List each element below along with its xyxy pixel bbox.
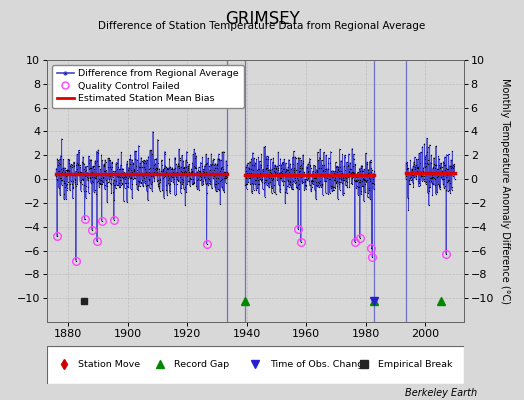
Text: Empirical Break: Empirical Break [378,360,453,369]
Text: Time of Obs. Change: Time of Obs. Change [270,360,369,369]
Text: Berkeley Earth: Berkeley Earth [405,388,477,398]
Text: Record Gap: Record Gap [174,360,230,369]
Y-axis label: Monthly Temperature Anomaly Difference (°C): Monthly Temperature Anomaly Difference (… [499,78,510,304]
Text: GRIMSEY: GRIMSEY [225,10,299,28]
Text: Station Move: Station Move [79,360,140,369]
Legend: Difference from Regional Average, Quality Control Failed, Estimated Station Mean: Difference from Regional Average, Qualit… [52,65,244,108]
Text: Difference of Station Temperature Data from Regional Average: Difference of Station Temperature Data f… [99,21,425,31]
FancyBboxPatch shape [47,346,464,384]
